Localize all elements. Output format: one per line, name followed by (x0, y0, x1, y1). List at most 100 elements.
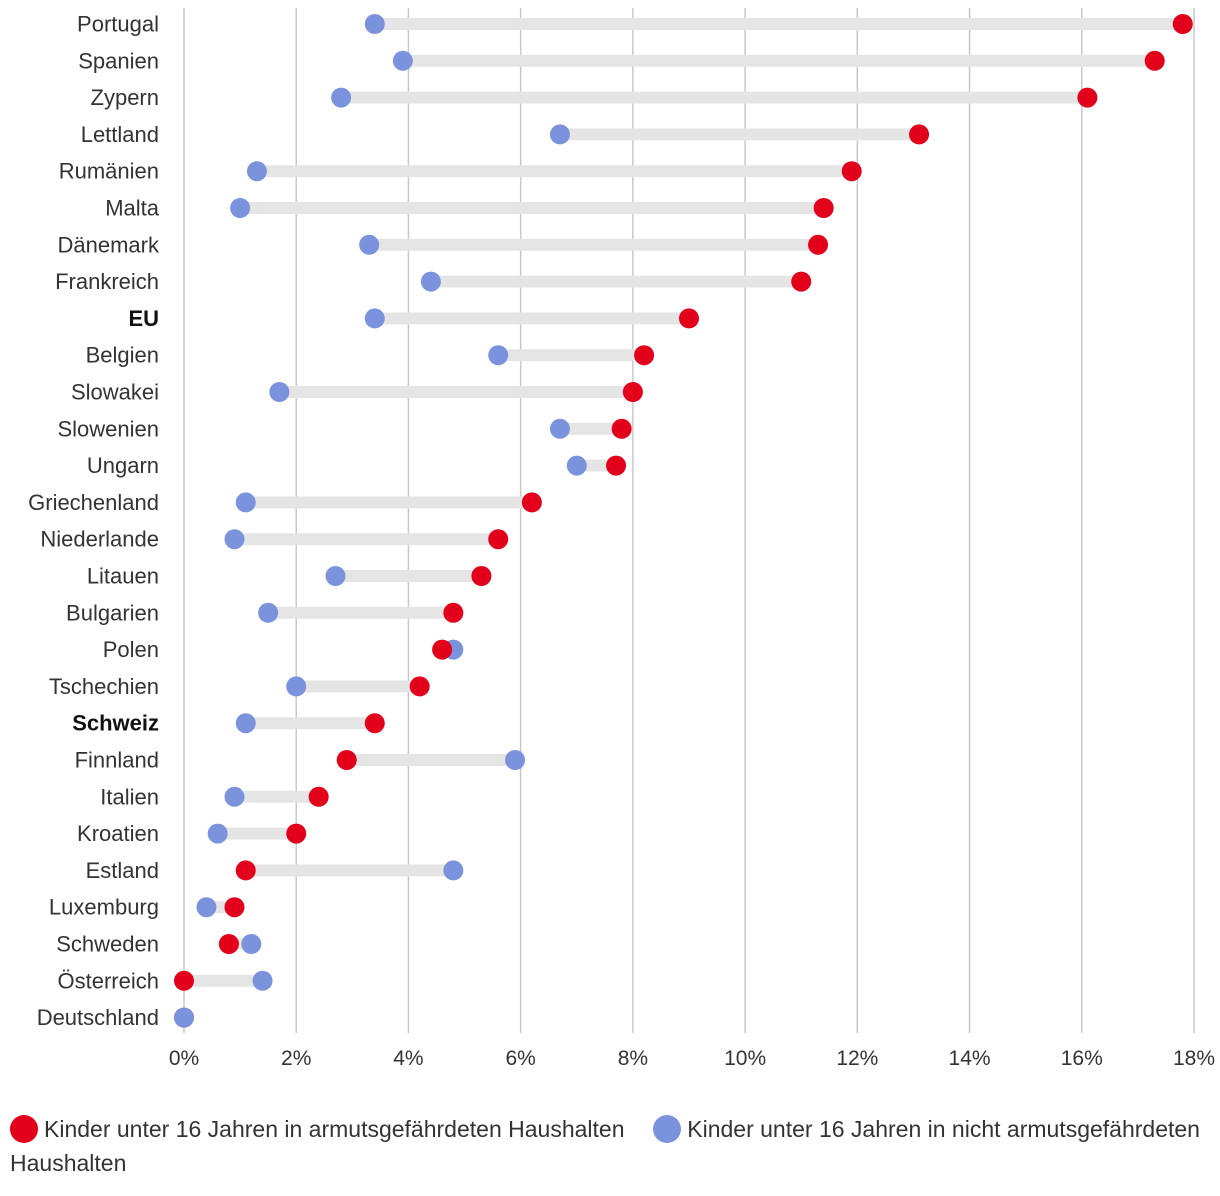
connector-bar (559, 128, 920, 141)
country-label: Schweden (56, 932, 159, 957)
country-label: Belgien (86, 343, 159, 368)
point-poor (364, 713, 385, 734)
connector-bar (296, 680, 420, 693)
connector-bar (234, 533, 499, 546)
x-axis-ticks: 0% 2% 4% 6% 8% 10% 12% 14% 16% 18% (169, 1047, 1215, 1070)
country-label: Polen (103, 637, 159, 662)
point-poor (808, 234, 829, 255)
country-label: Niederlande (40, 527, 159, 552)
point-nonpoor (549, 418, 570, 439)
country-label: Italien (100, 784, 159, 809)
connector-bar (374, 312, 689, 325)
connector-bar (369, 238, 819, 251)
legend-label-poor: Kinder unter 16 Jahren in armutsgefährde… (44, 1116, 625, 1142)
point-poor (174, 970, 194, 991)
connector-bar (430, 275, 802, 288)
connector-bars (184, 18, 1183, 987)
connector-bar (245, 864, 454, 877)
connector-bar (234, 790, 319, 803)
point-nonpoor (331, 87, 352, 108)
country-label: Kroatien (77, 821, 159, 846)
country-label: Finnland (75, 748, 159, 773)
country-label: Spanien (78, 48, 159, 73)
country-label: Griechenland (28, 490, 159, 515)
legend-item-nonpoor: Kinder unter 16 Jahren in nicht armutsge… (10, 1115, 1200, 1176)
point-nonpoor (224, 529, 245, 550)
point-nonpoor (269, 382, 290, 402)
data-points (174, 14, 1193, 1028)
x-tick-label: 2% (281, 1047, 311, 1070)
point-poor (634, 345, 655, 366)
country-label: Bulgarien (66, 600, 159, 625)
country-label: EU (128, 306, 159, 331)
country-label: Frankreich (55, 269, 159, 294)
point-nonpoor (286, 676, 307, 697)
point-poor (1077, 87, 1098, 108)
country-label: Slowakei (71, 380, 159, 405)
country-label: Portugal (77, 12, 159, 37)
connector-bar (240, 202, 824, 214)
point-poor (606, 455, 627, 476)
point-nonpoor (488, 345, 509, 366)
point-poor (611, 418, 632, 439)
country-label: Deutschland (37, 1005, 159, 1030)
country-labels: Portugal Spanien Zypern Lettland Rumänien Mal… (28, 12, 160, 1031)
country-label: Österreich (58, 968, 159, 993)
x-tick-label: 0% (169, 1047, 199, 1070)
country-label: Estland (86, 858, 159, 883)
legend-dot-poor (10, 1115, 38, 1143)
point-nonpoor (359, 234, 380, 255)
connector-bar (374, 18, 1183, 30)
country-label: Dänemark (58, 232, 160, 257)
connector-bar (498, 349, 645, 362)
point-poor (286, 823, 307, 844)
point-poor (488, 529, 509, 550)
connector-bar (184, 974, 263, 987)
connector-bar (245, 717, 375, 730)
connector-bar (346, 754, 516, 766)
point-poor (1172, 14, 1193, 34)
point-poor (471, 566, 492, 586)
point-nonpoor (505, 750, 526, 770)
grid-lines (183, 8, 1195, 1033)
country-label: Lettland (81, 122, 159, 147)
country-label: Litauen (87, 564, 159, 589)
point-poor (235, 860, 256, 881)
x-tick-label: 10% (724, 1047, 766, 1070)
point-poor (443, 602, 464, 623)
point-poor (791, 271, 812, 292)
x-tick-label: 16% (1061, 1047, 1103, 1070)
legend-item-poor: Kinder unter 16 Jahren in armutsgefährde… (10, 1115, 631, 1143)
connector-bar (245, 496, 532, 509)
point-poor (432, 639, 453, 660)
x-tick-label: 18% (1173, 1047, 1215, 1070)
point-nonpoor (224, 786, 245, 807)
x-tick-label: 12% (836, 1047, 878, 1070)
point-poor (336, 750, 357, 770)
x-tick-label: 4% (393, 1047, 423, 1070)
country-label: Rumänien (59, 159, 159, 184)
point-nonpoor (252, 970, 273, 991)
country-label: Luxemburg (49, 895, 159, 920)
connector-bar (256, 165, 852, 178)
point-poor (308, 786, 329, 807)
connector-bar (576, 459, 617, 472)
point-poor (679, 308, 699, 329)
connector-bar (268, 606, 454, 619)
dumbbell-chart: Portugal Spanien Zypern Lettland Rumänien Mal… (28, 8, 1215, 1070)
point-nonpoor (246, 161, 267, 182)
point-poor (521, 492, 542, 513)
legend-label-nonpoor: Kinder unter 16 Jahren in nicht armutsge… (10, 1116, 1200, 1176)
point-nonpoor (325, 566, 346, 586)
point-nonpoor (235, 492, 256, 513)
country-label: Tschechien (49, 674, 159, 699)
country-label: Ungarn (87, 453, 159, 478)
point-poor (909, 124, 930, 145)
x-tick-label: 6% (505, 1047, 535, 1070)
point-poor (813, 198, 834, 218)
country-label: Slowenien (57, 416, 159, 441)
point-poor (218, 934, 239, 954)
country-label: Zypern (91, 85, 159, 110)
x-tick-label: 14% (949, 1047, 991, 1070)
point-poor (622, 382, 643, 402)
